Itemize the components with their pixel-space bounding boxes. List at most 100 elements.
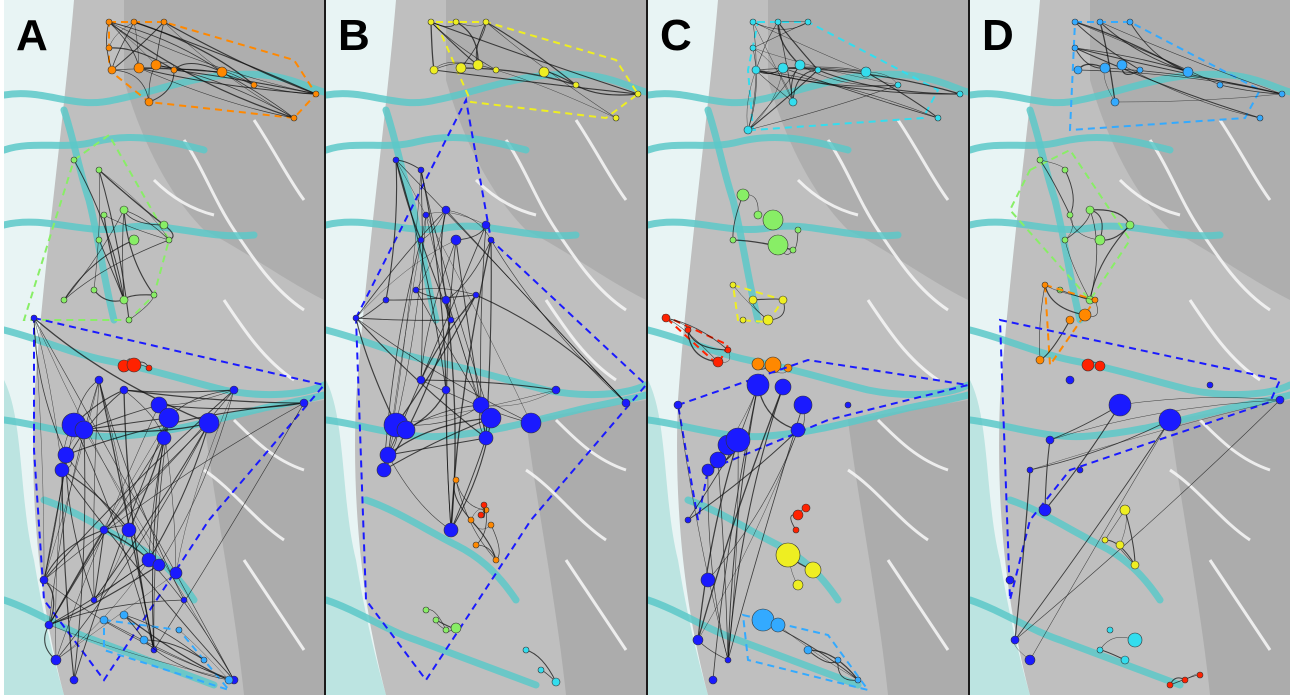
map-panel-b: B (326, 0, 646, 695)
panel-divider (968, 0, 970, 695)
map-panel-d: D (970, 0, 1290, 695)
network-map-d (970, 0, 1290, 695)
network-node (794, 226, 802, 234)
river (684, 496, 842, 604)
network-node (894, 81, 902, 89)
network-node (290, 114, 298, 122)
network-node (299, 398, 309, 408)
ridge-line (1118, 178, 1181, 217)
network-edge (106, 21, 113, 71)
network-edge (420, 379, 557, 391)
network-edge (383, 417, 492, 471)
network-edge (61, 469, 130, 531)
network-node (684, 326, 692, 334)
network-node (443, 522, 459, 538)
network-edge (123, 389, 305, 404)
network-edge (355, 317, 452, 321)
network-node (145, 364, 153, 372)
network-node (50, 654, 62, 666)
network-node (1108, 393, 1132, 417)
network-node (724, 656, 732, 664)
network-node (54, 462, 70, 478)
network-node (746, 373, 770, 397)
network-edge (1039, 284, 1046, 361)
ridge-line (574, 119, 628, 201)
network-node (729, 236, 737, 244)
network-edge (420, 294, 477, 381)
cluster-hull (108, 21, 318, 120)
network-node (90, 596, 98, 604)
network-edge (490, 239, 627, 404)
river (970, 133, 1174, 154)
network-node (130, 18, 138, 26)
map-panel-c: C (648, 0, 968, 695)
terrain-layer (4, 0, 324, 695)
network-edge (782, 67, 961, 95)
network-edge (173, 69, 317, 95)
network-node (99, 525, 109, 535)
ridge-line (242, 559, 306, 651)
network-edge (697, 439, 739, 641)
network-node (159, 220, 169, 230)
network-node (417, 166, 425, 174)
river (648, 391, 968, 441)
network-node (1085, 205, 1095, 215)
network-node (432, 616, 440, 624)
network-edge (1219, 84, 1283, 95)
panel-label-d: D (982, 11, 1014, 60)
network-node (1130, 560, 1140, 570)
network-edge (63, 239, 135, 301)
network-edge (108, 47, 175, 71)
ridge-line (826, 139, 949, 312)
network-node (522, 646, 530, 654)
river (4, 218, 258, 240)
network-node (429, 65, 439, 75)
network-node (551, 385, 561, 395)
network-node (661, 313, 671, 323)
network-edge (48, 564, 160, 626)
network-edge (687, 429, 799, 521)
ridge-line (152, 178, 215, 217)
network-edge (143, 639, 205, 661)
network-node (472, 396, 490, 414)
network-node (762, 209, 784, 231)
network-edge (143, 639, 230, 681)
ridge-line (866, 299, 939, 382)
network-node (158, 407, 180, 429)
network-edge (33, 317, 235, 681)
network-node (801, 503, 811, 513)
network-edge (1074, 47, 1283, 95)
network-node (417, 236, 425, 244)
network-edge (752, 21, 867, 73)
network-edge (1029, 399, 1281, 471)
network-node (634, 90, 642, 98)
network-node (1036, 156, 1044, 164)
network-edge (153, 402, 305, 651)
panel-label-c: C (660, 11, 692, 60)
cluster-hull (1008, 148, 1132, 302)
network-node (352, 314, 360, 322)
ridge-line (232, 418, 305, 472)
river (326, 391, 646, 441)
network-node (1275, 395, 1285, 405)
network-edge (98, 169, 165, 226)
network-node (1166, 681, 1174, 689)
network-edge (495, 69, 617, 119)
network-node (1196, 671, 1204, 679)
network-edge (395, 159, 532, 424)
network-layer (352, 18, 646, 687)
network-node (455, 62, 467, 74)
network-node (170, 66, 178, 74)
network-node (69, 675, 79, 685)
network-edge (355, 239, 457, 319)
network-node (804, 18, 812, 26)
network-edge (1044, 404, 1121, 511)
network-node (537, 666, 545, 674)
network-edge (817, 69, 961, 95)
network-edge (55, 572, 177, 661)
network-edge (385, 294, 477, 301)
ridge-line (544, 299, 617, 382)
network-node (709, 451, 727, 469)
network-edge (383, 239, 422, 471)
network-edge (1099, 21, 1189, 73)
